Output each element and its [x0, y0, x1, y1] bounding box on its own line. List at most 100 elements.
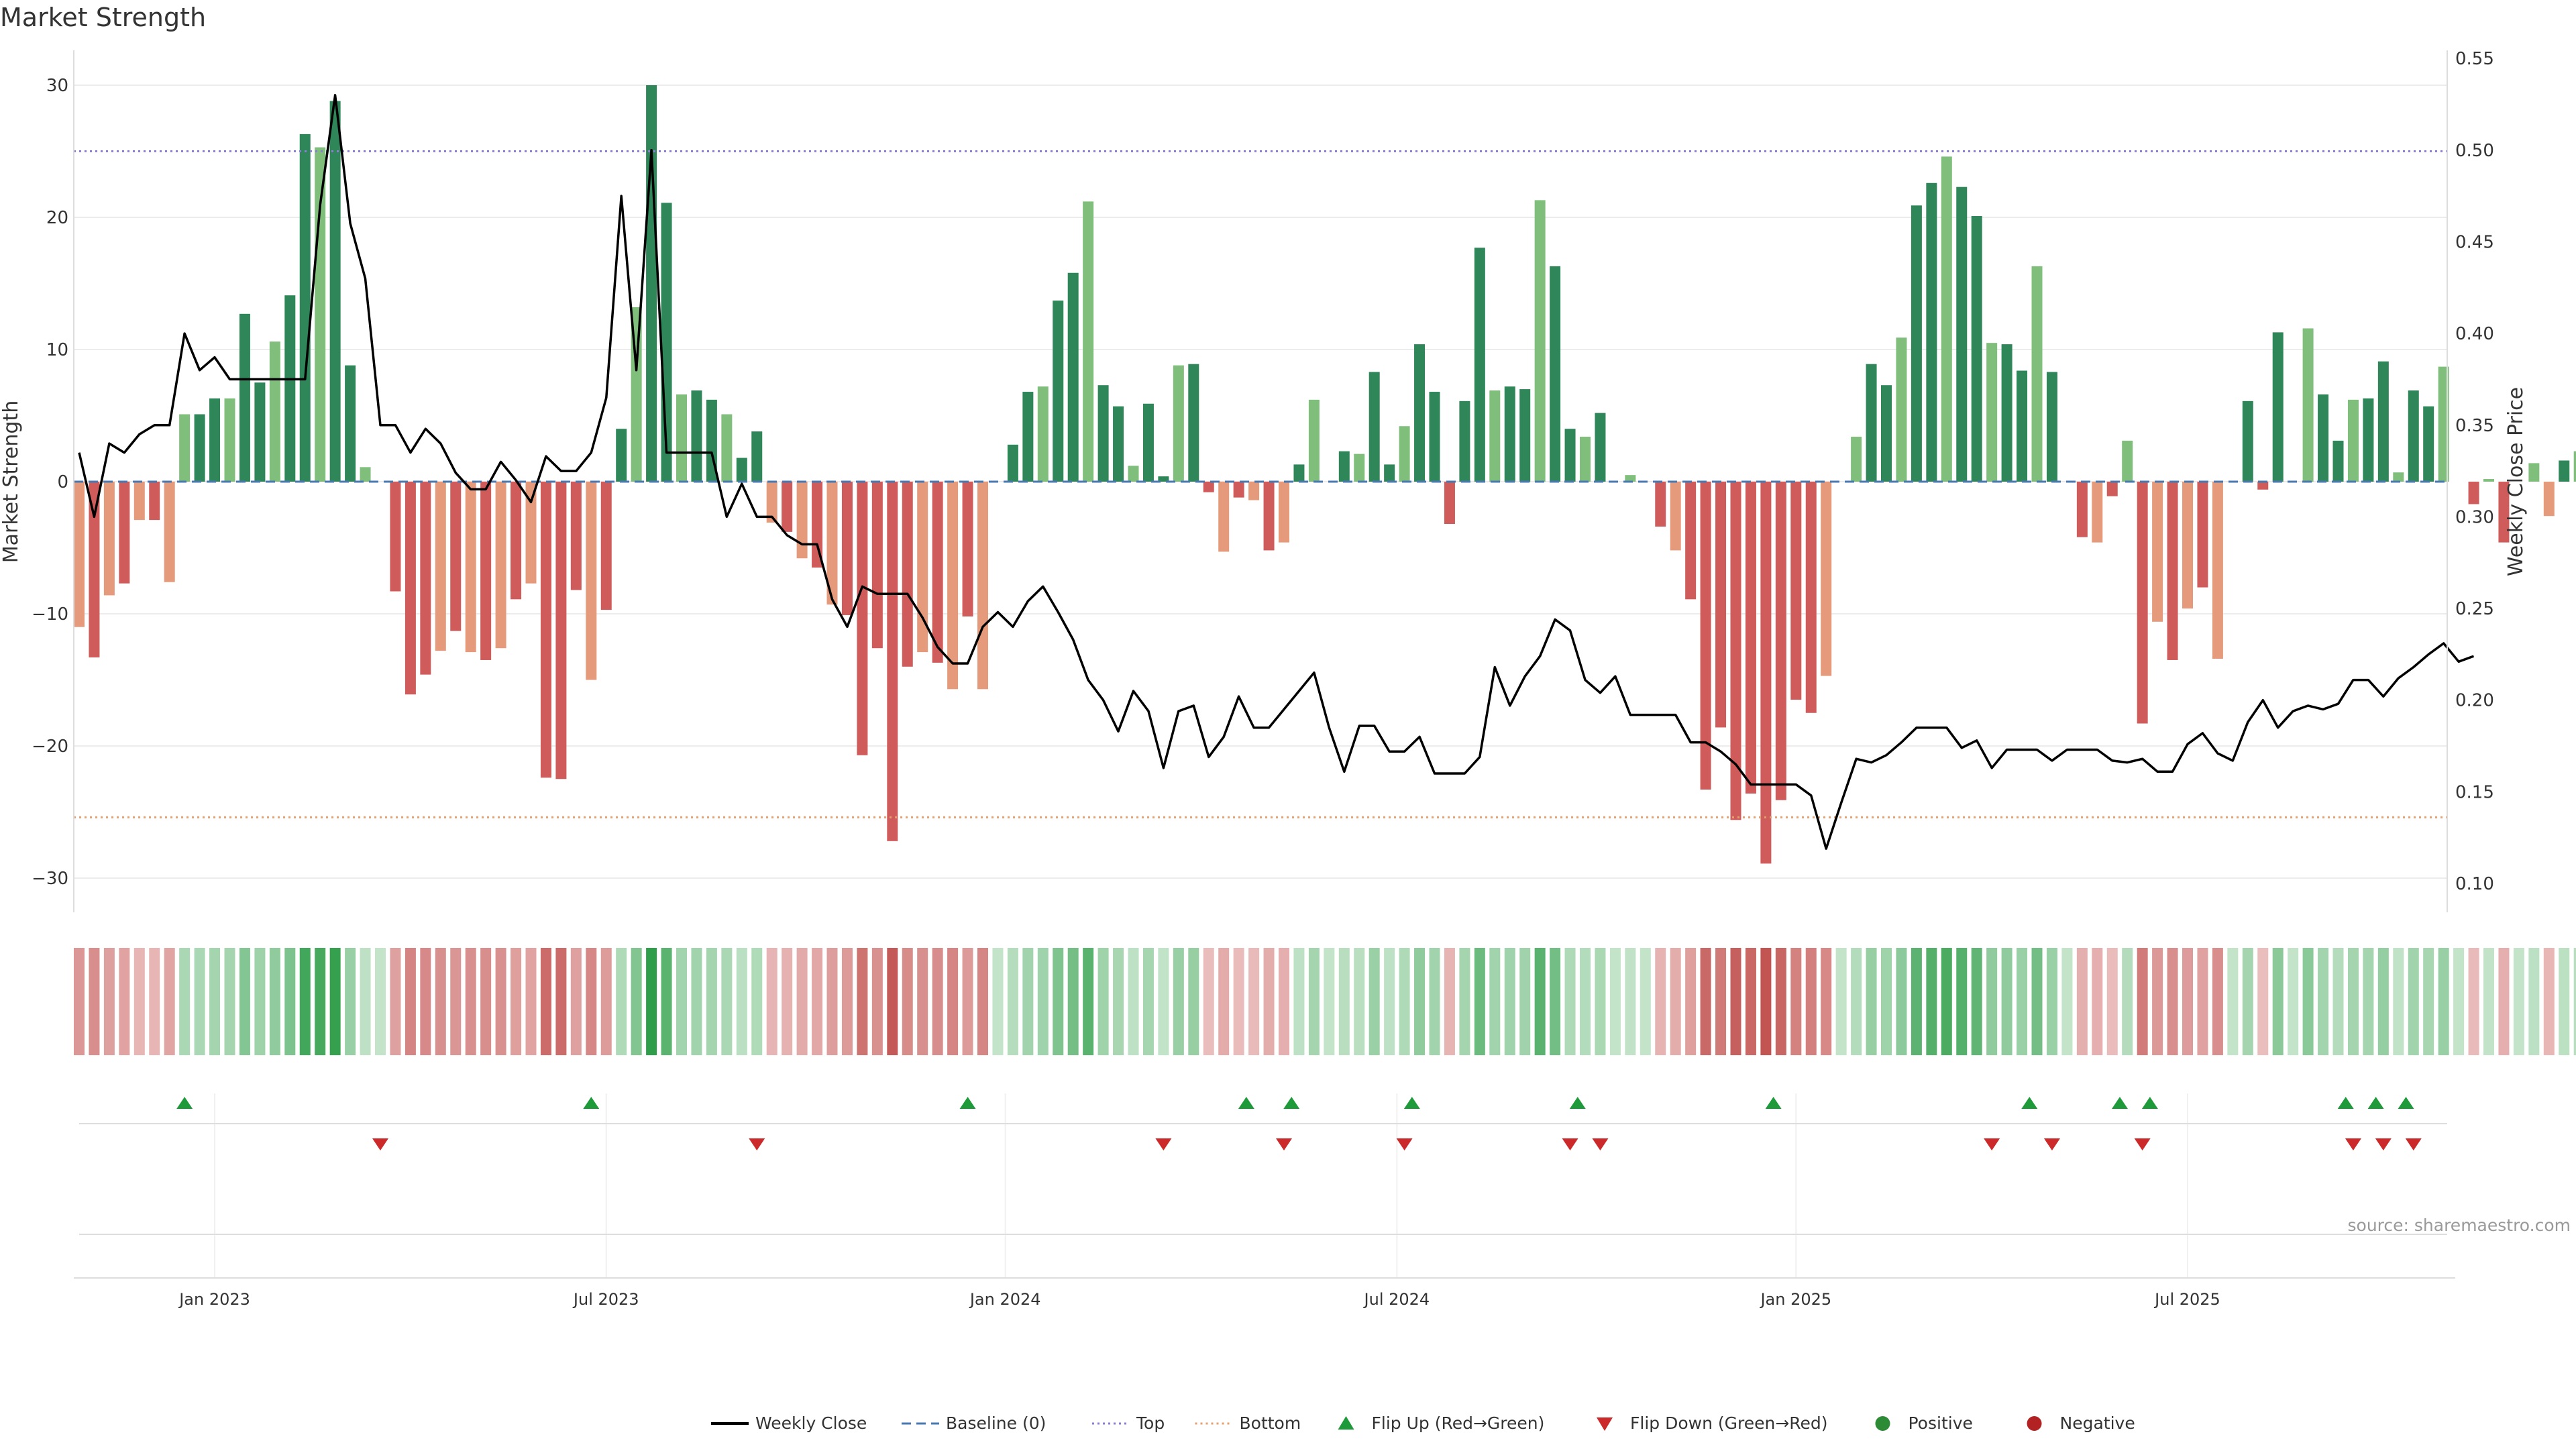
strength-bar [1971, 216, 1982, 482]
right-tick-label: 0.30 [2455, 507, 2494, 527]
heat-cell [586, 948, 597, 1055]
strength-bar [962, 482, 973, 616]
strength-bar [857, 482, 868, 755]
heat-cell [1474, 948, 1485, 1055]
right-axis-title: Weekly Close Price [2504, 387, 2528, 576]
legend-label: Flip Down (Green→Red) [1630, 1413, 1828, 1433]
heat-cell [1730, 948, 1741, 1055]
strength-bar [1429, 392, 1440, 482]
strength-bar [2528, 463, 2540, 482]
strength-bar [1474, 248, 1485, 482]
legend-label: Positive [1909, 1413, 1973, 1433]
heat-cell [1911, 948, 1922, 1055]
strength-bar [1083, 201, 1094, 482]
right-tick-label: 0.25 [2455, 599, 2494, 619]
strength-bar [2393, 472, 2404, 482]
strength-bar [796, 482, 808, 559]
heat-cell [1188, 948, 1199, 1055]
heat-cell [254, 948, 266, 1055]
strength-bar [1534, 200, 1546, 482]
strength-bar [1730, 482, 1741, 820]
legend-label: Negative [2060, 1413, 2135, 1433]
heat-cell [1128, 948, 1139, 1055]
heat-cell [1519, 948, 1531, 1055]
heat-cell [661, 948, 672, 1055]
heat-cell [1142, 948, 1154, 1055]
strength-bar [89, 482, 100, 658]
flip-up-marker [1765, 1097, 1782, 1109]
strength-bar [1203, 482, 1214, 492]
strength-bar [2076, 482, 2088, 537]
heat-cell [1595, 948, 1606, 1055]
heat-cell [390, 948, 401, 1055]
strength-bar [2122, 440, 2133, 482]
heat-cell [525, 948, 537, 1055]
heat-cell [962, 948, 973, 1055]
strength-bar [390, 482, 401, 592]
heat-cell [74, 948, 85, 1055]
heat-cell [646, 948, 657, 1055]
heat-cell [1609, 948, 1621, 1055]
strength-bar [1685, 482, 1697, 600]
heat-cell [1550, 948, 1561, 1055]
left-tick-label: 30 [46, 76, 68, 96]
heat-cell [2031, 948, 2043, 1055]
strength-bar [721, 414, 733, 482]
strength-bar [2363, 398, 2374, 482]
heat-cell [1564, 948, 1576, 1055]
strength-bar [616, 429, 627, 482]
heat-cell [1489, 948, 1501, 1055]
legend-item: Negative [2027, 1413, 2135, 1433]
heat-cell [2167, 948, 2178, 1055]
heat-cell [555, 948, 567, 1055]
strength-bar [600, 482, 612, 610]
x-tick-label: Jan 2024 [969, 1290, 1041, 1309]
heat-cell [2197, 948, 2208, 1055]
heat-cell [857, 948, 868, 1055]
heat-cell [2513, 948, 2524, 1055]
right-tick-label: 0.55 [2455, 49, 2494, 69]
strength-bar [450, 482, 462, 631]
strength-bar [1821, 482, 1832, 676]
flip-down-marker [1155, 1138, 1172, 1150]
strength-bar [2377, 361, 2389, 482]
heat-cell [495, 948, 506, 1055]
strength-bar [1911, 205, 1922, 482]
strength-bar [194, 414, 205, 482]
heat-cell [600, 948, 612, 1055]
strength-bar [947, 482, 959, 690]
strength-bar [2031, 266, 2043, 482]
heat-cell [209, 948, 221, 1055]
strength-bar [570, 482, 582, 590]
x-tick-label: Jul 2023 [572, 1290, 639, 1309]
legend-label: Bottom [1240, 1413, 1301, 1433]
heat-cell [1158, 948, 1169, 1055]
strength-bar [1354, 453, 1365, 482]
strength-bar [345, 365, 356, 482]
left-tick-label: −30 [32, 869, 68, 889]
strength-bar [329, 101, 341, 482]
heat-cell [1308, 948, 1320, 1055]
strength-bar [2483, 479, 2494, 482]
heat-cell [1354, 948, 1365, 1055]
strength-bar [751, 431, 763, 482]
heat-cell [616, 948, 627, 1055]
legend-swatch-circle [2027, 1416, 2042, 1431]
strength-bar [1308, 399, 1320, 482]
strength-bar [2332, 440, 2344, 482]
strength-bar [1564, 429, 1576, 482]
heat-cell [1941, 948, 1952, 1055]
heat-cell [1384, 948, 1395, 1055]
strength-bar [1384, 464, 1395, 482]
heat-cell [375, 948, 386, 1055]
left-tick-label: −20 [32, 737, 68, 757]
heat-cell [1805, 948, 1817, 1055]
strength-bar [2092, 482, 2103, 543]
strength-bar [1700, 482, 1711, 790]
strength-bar [646, 85, 657, 482]
flip-up-marker [2337, 1097, 2354, 1109]
heat-cell [1715, 948, 1727, 1055]
heat-cell [239, 948, 250, 1055]
heat-cell [1655, 948, 1666, 1055]
